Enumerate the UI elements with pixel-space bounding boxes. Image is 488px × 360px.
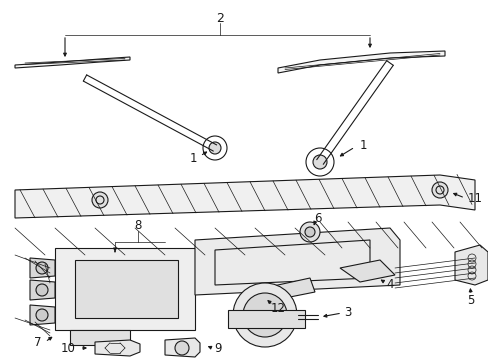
- Polygon shape: [30, 305, 55, 325]
- Polygon shape: [95, 340, 140, 356]
- Text: 6: 6: [314, 212, 321, 225]
- Polygon shape: [278, 51, 444, 73]
- Text: 1: 1: [189, 152, 196, 165]
- Text: 8: 8: [134, 219, 142, 231]
- Polygon shape: [75, 260, 178, 318]
- Text: 12: 12: [270, 302, 285, 315]
- Circle shape: [312, 155, 326, 169]
- Circle shape: [232, 283, 296, 347]
- Polygon shape: [195, 228, 399, 295]
- Polygon shape: [339, 260, 394, 282]
- Circle shape: [203, 136, 226, 160]
- Circle shape: [243, 293, 286, 337]
- Circle shape: [299, 222, 319, 242]
- Circle shape: [36, 284, 48, 296]
- Circle shape: [175, 341, 189, 355]
- Polygon shape: [30, 280, 55, 300]
- Polygon shape: [30, 258, 55, 278]
- Text: 11: 11: [467, 192, 482, 204]
- Polygon shape: [454, 245, 487, 285]
- Circle shape: [305, 227, 314, 237]
- Text: 2: 2: [216, 12, 224, 24]
- Polygon shape: [15, 57, 130, 68]
- Polygon shape: [254, 278, 314, 303]
- Polygon shape: [70, 330, 130, 345]
- Circle shape: [36, 262, 48, 274]
- Circle shape: [92, 192, 108, 208]
- Text: 3: 3: [344, 306, 351, 320]
- Text: 10: 10: [61, 342, 75, 355]
- Circle shape: [208, 142, 221, 154]
- Text: 9: 9: [214, 342, 221, 355]
- Circle shape: [305, 148, 333, 176]
- Polygon shape: [15, 175, 474, 218]
- Circle shape: [431, 182, 447, 198]
- Text: 5: 5: [467, 293, 474, 306]
- Polygon shape: [164, 338, 200, 357]
- Polygon shape: [227, 310, 305, 328]
- Circle shape: [36, 309, 48, 321]
- Text: 7: 7: [34, 336, 41, 348]
- Text: 1: 1: [359, 139, 366, 152]
- Polygon shape: [55, 248, 195, 330]
- Text: 4: 4: [386, 279, 393, 292]
